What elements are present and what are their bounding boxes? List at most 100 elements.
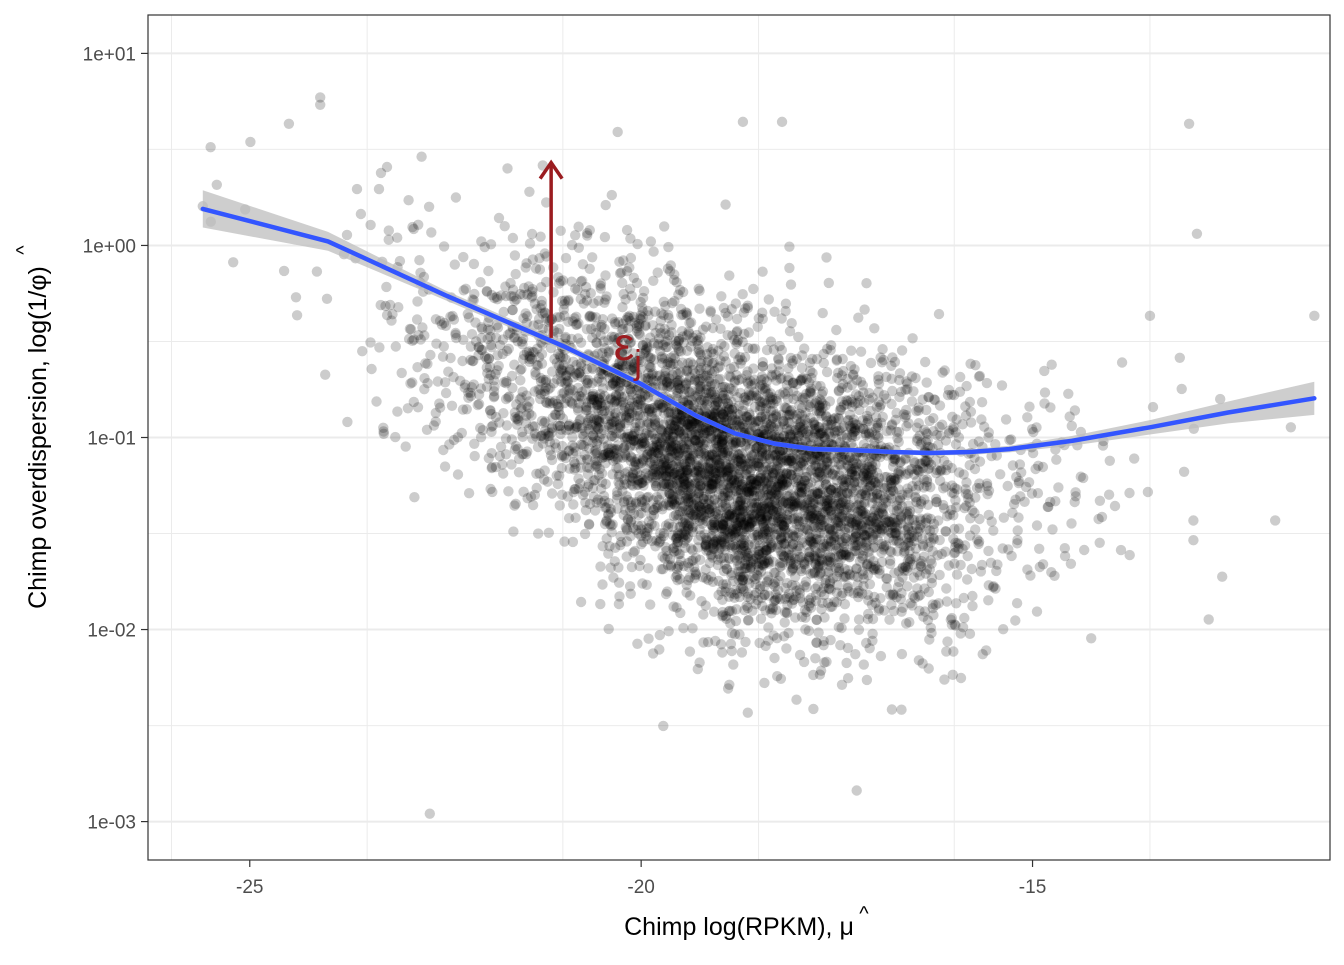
data-point	[581, 282, 591, 292]
data-point	[498, 468, 508, 478]
data-point	[643, 351, 653, 361]
data-point	[502, 420, 512, 430]
data-point	[453, 469, 463, 479]
data-point	[292, 310, 302, 320]
data-point	[593, 494, 603, 504]
data-point	[967, 564, 977, 574]
data-point	[976, 414, 986, 424]
data-point	[731, 616, 741, 626]
data-point	[926, 628, 936, 638]
data-point	[694, 488, 704, 498]
data-point	[696, 596, 706, 606]
data-point	[716, 339, 726, 349]
data-point	[976, 566, 986, 576]
data-point	[951, 502, 961, 512]
data-point	[901, 410, 911, 420]
data-point	[672, 575, 682, 585]
data-point	[1117, 357, 1127, 367]
data-point	[826, 584, 836, 594]
data-point	[622, 551, 632, 561]
data-point	[450, 328, 460, 338]
data-point	[770, 498, 780, 508]
data-point	[1116, 545, 1126, 555]
data-point	[763, 622, 773, 632]
data-point	[677, 358, 687, 368]
data-point	[781, 643, 791, 653]
data-point	[342, 230, 352, 240]
data-point	[864, 394, 874, 404]
data-point	[784, 263, 794, 273]
data-point	[1110, 501, 1120, 511]
data-point	[822, 367, 832, 377]
data-point	[859, 659, 869, 669]
data-point	[732, 326, 742, 336]
data-point	[898, 603, 908, 613]
data-point	[764, 424, 774, 434]
data-point	[952, 569, 962, 579]
data-point	[357, 346, 367, 356]
data-point	[537, 296, 547, 306]
data-point	[1012, 538, 1022, 548]
data-point	[769, 653, 779, 663]
data-point	[580, 529, 590, 539]
data-point	[956, 673, 966, 683]
data-point	[875, 352, 885, 362]
data-point	[766, 489, 776, 499]
data-point	[502, 163, 512, 173]
data-point	[668, 601, 678, 611]
data-point	[544, 528, 554, 538]
data-point	[1046, 567, 1056, 577]
data-point	[228, 257, 238, 267]
data-point	[1008, 460, 1018, 470]
data-point	[643, 373, 653, 383]
data-point	[933, 515, 943, 525]
data-point	[887, 386, 897, 396]
data-point	[593, 296, 603, 306]
data-point	[634, 561, 644, 571]
data-point	[750, 574, 760, 584]
data-point	[732, 314, 742, 324]
data-point	[484, 453, 494, 463]
data-point	[873, 431, 883, 441]
data-point	[825, 345, 835, 355]
data-point	[543, 477, 553, 487]
data-point	[1040, 387, 1050, 397]
data-point	[896, 466, 906, 476]
data-point	[801, 582, 811, 592]
data-point	[511, 499, 521, 509]
data-point	[694, 657, 704, 667]
data-point	[804, 400, 814, 410]
data-point	[1124, 488, 1134, 498]
data-point	[420, 358, 430, 368]
data-point	[776, 674, 786, 684]
data-point	[561, 253, 571, 263]
data-point	[940, 547, 950, 557]
data-point	[942, 636, 952, 646]
data-point	[1066, 518, 1076, 528]
data-point	[679, 476, 689, 486]
data-point	[614, 599, 624, 609]
data-point	[625, 384, 635, 394]
data-point	[841, 658, 851, 668]
data-point	[683, 513, 693, 523]
data-point	[688, 333, 698, 343]
data-point	[1033, 488, 1043, 498]
data-point	[1047, 524, 1057, 534]
data-point	[834, 622, 844, 632]
data-point	[587, 252, 597, 262]
data-point	[785, 326, 795, 336]
data-point	[1013, 525, 1023, 535]
data-point	[483, 266, 493, 276]
data-point	[392, 406, 402, 416]
data-point	[902, 378, 912, 388]
data-point	[487, 487, 497, 497]
data-point	[957, 544, 967, 554]
data-point	[510, 250, 520, 260]
data-point	[758, 314, 768, 324]
data-point	[757, 445, 767, 455]
data-point	[473, 350, 483, 360]
data-point	[376, 300, 386, 310]
data-point	[853, 592, 863, 602]
data-point	[891, 415, 901, 425]
data-point	[486, 342, 496, 352]
